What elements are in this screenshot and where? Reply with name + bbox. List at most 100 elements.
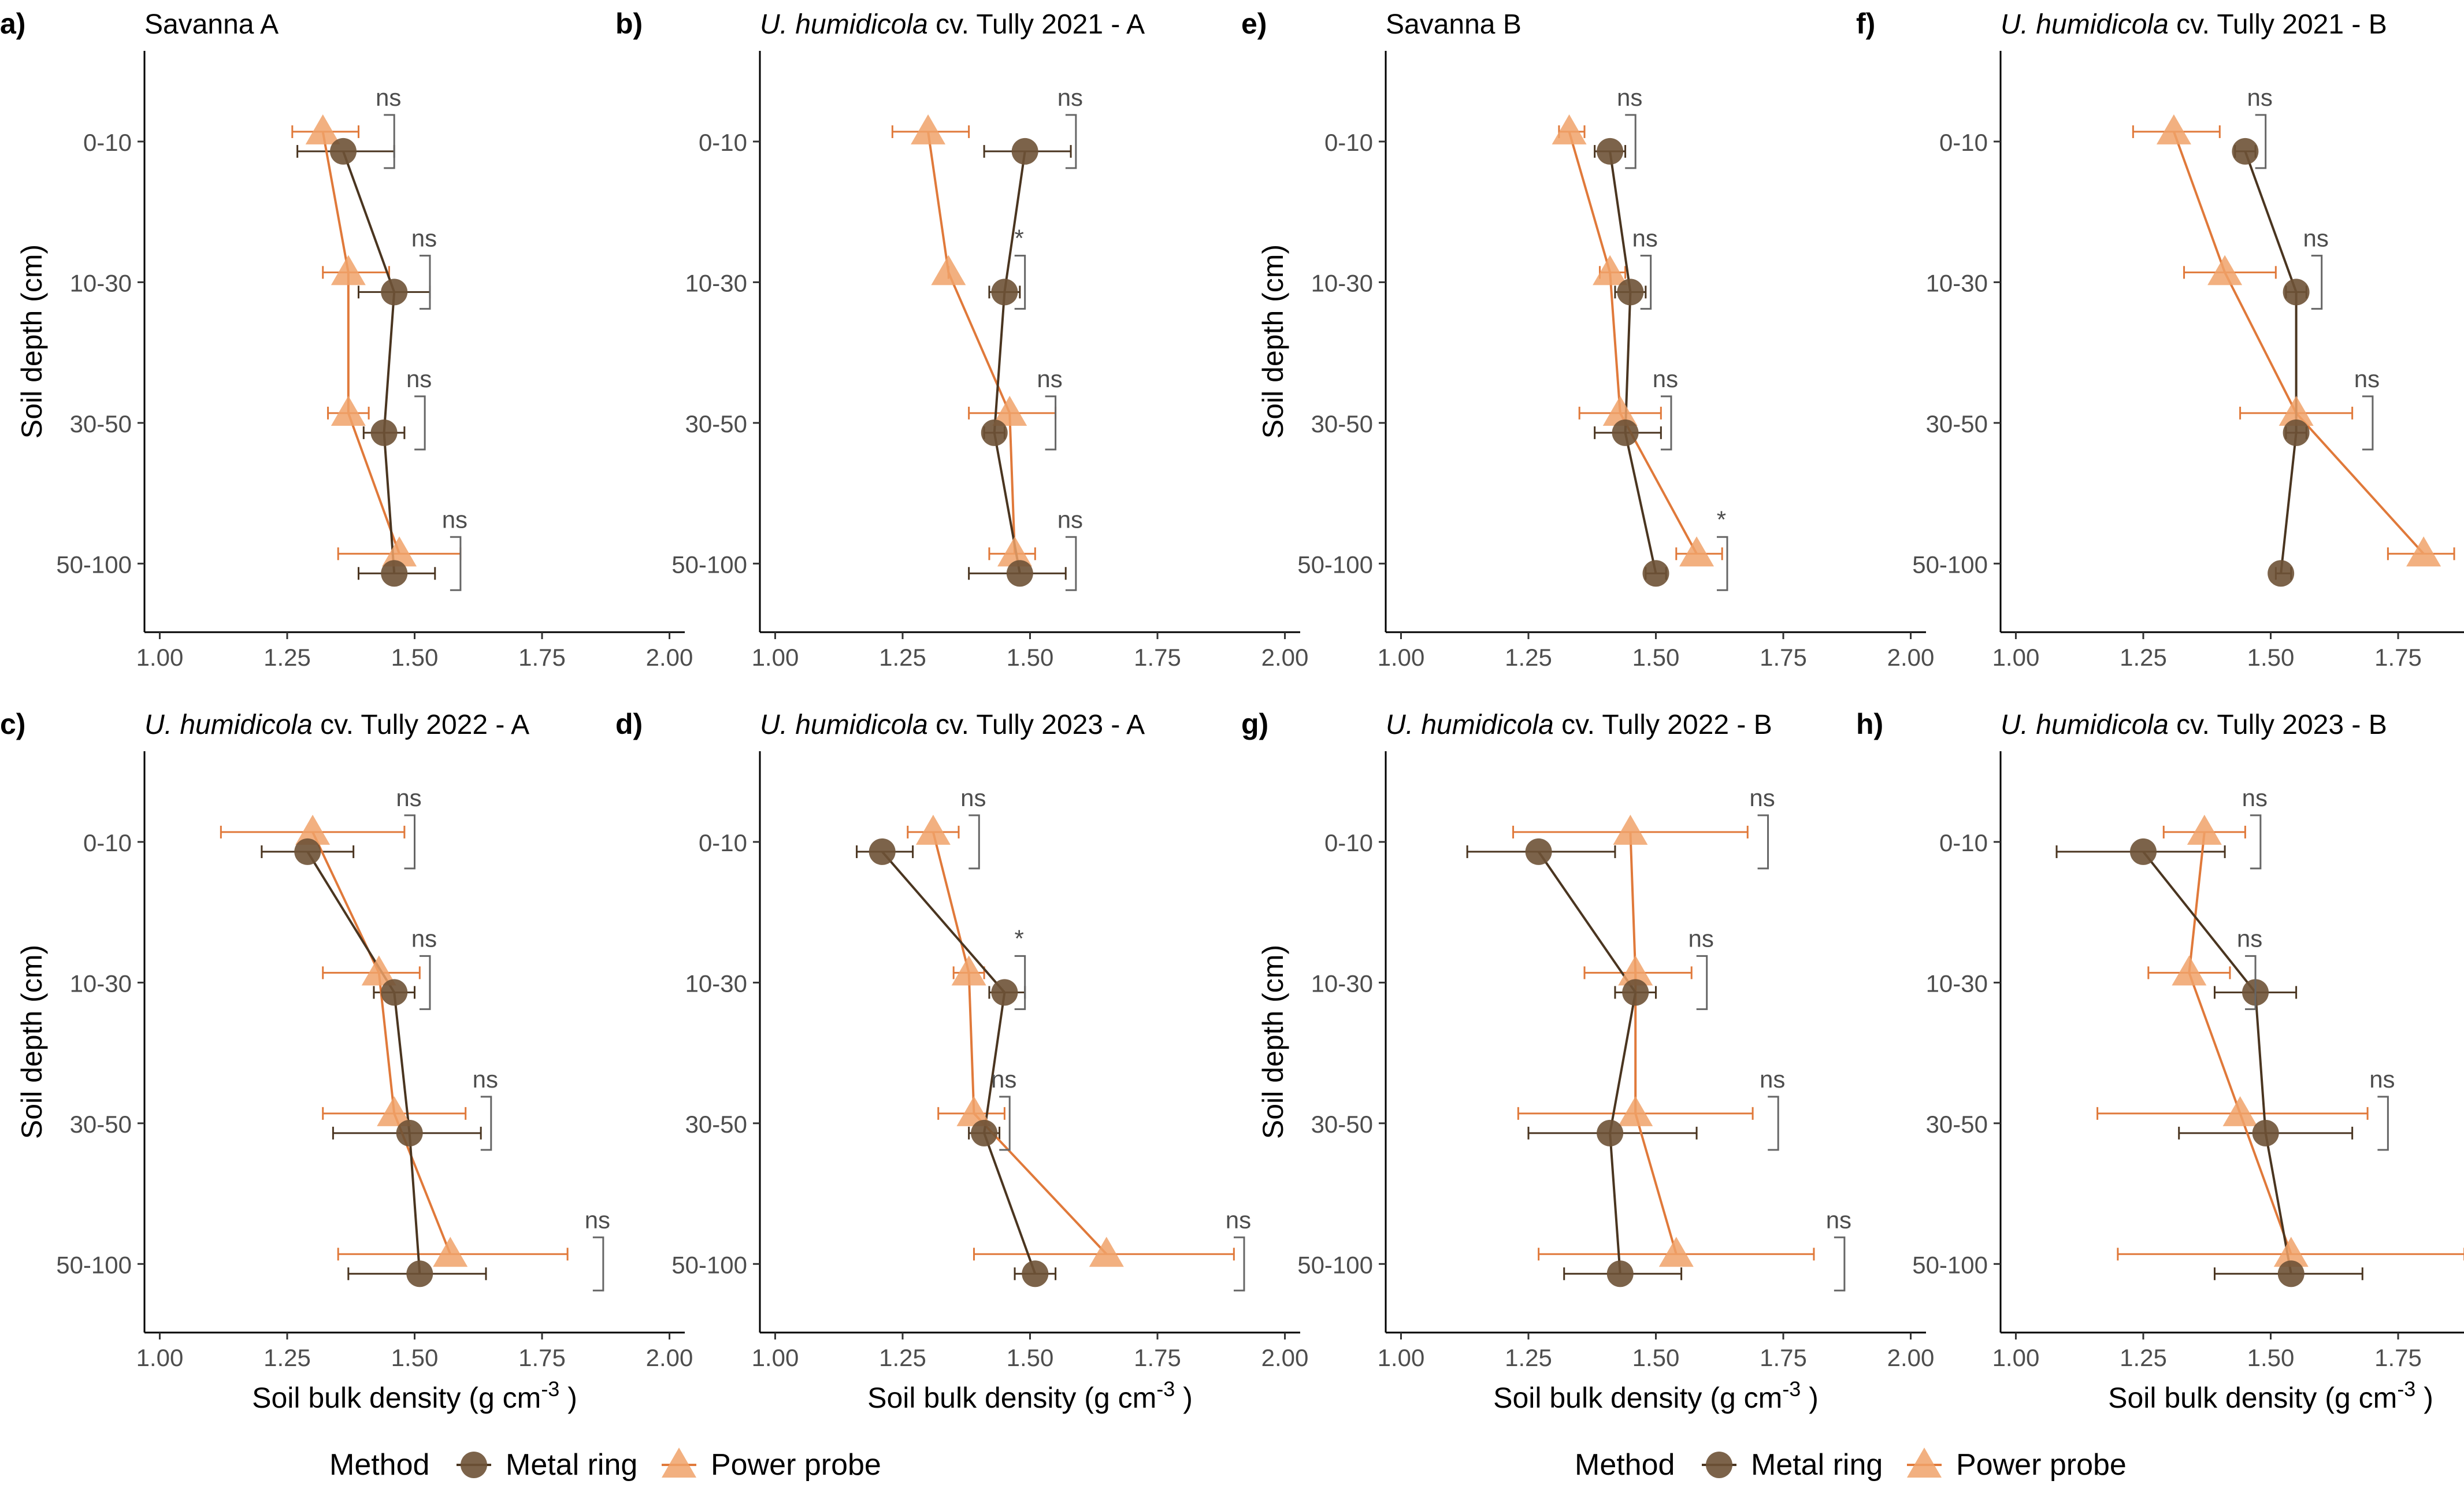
significance-label: ns — [411, 925, 437, 952]
x-tick-label: 1.75 — [518, 1344, 566, 1371]
power-probe-point — [2156, 114, 2191, 144]
power-probe-point — [331, 255, 366, 285]
significance-label: ns — [2354, 365, 2380, 392]
x-tick-label: 1.00 — [1992, 1344, 2040, 1371]
metal-ring-point — [381, 279, 408, 306]
metal-ring-line — [881, 851, 1037, 1274]
power-probe-point — [2406, 536, 2441, 567]
metal-ring-line — [2142, 851, 2292, 1274]
metal-ring-point — [1022, 1260, 1049, 1287]
panel-e: e) Savanna B 0-10 10-30 30-50 50-100 1.00 1.25 1… — [1241, 8, 1934, 671]
y-tick-label: 50-100 — [671, 551, 747, 578]
power-probe-point — [956, 1096, 992, 1126]
metal-ring-point — [1525, 838, 1552, 865]
power-probe-point — [911, 114, 946, 144]
y-tick-label: 50-100 — [1912, 551, 1988, 578]
significance-label: ns — [473, 1066, 498, 1093]
metal-ring-line — [2244, 151, 2298, 574]
significance-bracket — [2250, 814, 2262, 870]
metal-ring-point — [1642, 560, 1669, 587]
metal-ring-point — [1597, 138, 1624, 165]
panel-letter: c) — [0, 708, 25, 740]
panel-b: b) U. humidicola cv. Tully 2021 - A 0-10 10… — [615, 8, 1308, 671]
power-probe-line — [1629, 832, 1678, 1255]
significance-bracket — [1768, 1096, 1779, 1151]
x-tick-label: 1.50 — [1632, 1344, 1680, 1371]
power-probe-point — [931, 255, 966, 285]
significance-label: ns — [1760, 1066, 1785, 1093]
significance-label: ns — [2242, 784, 2268, 811]
x-tick-label: 1.25 — [1505, 1344, 1552, 1371]
significance-bracket — [414, 395, 426, 451]
x-tick-label: 1.25 — [264, 644, 311, 671]
y-axis-title: Soil depth (cm) — [1257, 945, 1289, 1139]
x-tick-label: 1.75 — [2374, 1344, 2422, 1371]
significance-bracket — [2311, 254, 2323, 310]
x-tick-label: 1.75 — [1760, 1344, 1807, 1371]
y-tick-label: 0-10 — [83, 829, 132, 856]
power-probe-line — [927, 131, 1016, 554]
significance-label: ns — [442, 506, 467, 533]
metal-ring-point — [2283, 419, 2310, 446]
x-tick-label: 1.00 — [136, 644, 184, 671]
panel-a: a) Savanna A 0-10 10-30 30-50 50-100 1.00 1.25 1… — [0, 8, 693, 671]
legend-power-probe-marker — [662, 1448, 696, 1478]
significance-bracket — [1660, 395, 1672, 451]
significance-bracket — [592, 1236, 604, 1292]
significance-bracket — [1625, 114, 1637, 169]
metal-ring-point — [1612, 419, 1639, 446]
significance-bracket — [2245, 955, 2257, 1010]
y-tick-label: 10-30 — [685, 269, 747, 296]
metal-ring-point — [1622, 979, 1649, 1006]
power-probe-point — [2187, 814, 2222, 845]
y-tick-label: 0-10 — [1324, 129, 1373, 156]
significance-bracket — [1696, 955, 1708, 1010]
significance-label: ns — [1057, 506, 1083, 533]
metal-ring-point — [2129, 838, 2157, 865]
metal-ring-point — [370, 419, 398, 446]
significance-label: ns — [991, 1066, 1016, 1093]
x-tick-label: 1.50 — [1007, 644, 1054, 671]
power-probe-point — [2222, 1096, 2258, 1126]
x-tick-label: 1.75 — [1134, 644, 1181, 671]
panel-title: U. humidicola cv. Tully 2023 - A — [760, 710, 1145, 740]
metal-ring-point — [381, 560, 408, 587]
significance-bracket — [1014, 955, 1026, 1010]
y-tick-label: 50-100 — [56, 1251, 132, 1278]
significance-bracket — [1834, 1236, 1846, 1292]
significance-label: ns — [1617, 84, 1642, 111]
y-tick-label: 0-10 — [1939, 129, 1988, 156]
legend-metal-ring-label: Metal ring — [1751, 1448, 1883, 1482]
x-tick-label: 2.00 — [1261, 1344, 1309, 1371]
legend: Method Metal ring Power probe — [1575, 1448, 2127, 1482]
significance-bracket — [999, 1096, 1011, 1151]
panel-d: d) U. humidicola cv. Tully 2023 - A 0-10 10… — [615, 708, 1308, 1414]
significance-label: * — [1717, 506, 1726, 533]
power-probe-line — [1568, 131, 1698, 555]
y-tick-label: 30-50 — [70, 410, 132, 437]
x-tick-label: 1.00 — [1378, 644, 1425, 671]
y-tick-label: 30-50 — [1926, 410, 1988, 437]
power-probe-point — [2207, 255, 2243, 285]
x-axis-title: Soil bulk density (g cm-3 ) — [867, 1377, 1193, 1414]
y-tick-label: 50-100 — [1912, 1251, 1988, 1278]
power-probe-point — [382, 536, 417, 567]
significance-label: ns — [1826, 1206, 1851, 1233]
significance-label: ns — [960, 784, 986, 811]
y-tick-label: 50-100 — [671, 1251, 747, 1278]
metal-ring-point — [1597, 1119, 1624, 1146]
significance-bracket — [1014, 254, 1026, 310]
y-axis-title: Soil depth (cm) — [1257, 244, 1289, 439]
significance-bracket — [2377, 1096, 2389, 1151]
x-tick-label: 1.25 — [2120, 644, 2167, 671]
metal-ring-point — [1617, 279, 1644, 306]
y-tick-label: 30-50 — [1926, 1111, 1988, 1138]
significance-bracket — [1757, 814, 1769, 870]
x-tick-label: 1.50 — [2247, 1344, 2295, 1371]
x-tick-label: 2.00 — [646, 644, 693, 671]
significance-label: ns — [1689, 925, 1714, 952]
significance-label: ns — [376, 84, 401, 111]
power-probe-line — [932, 832, 1108, 1255]
panel-f: f) U. humidicola cv. Tully 2021 - B 0-10 10… — [1856, 8, 2464, 671]
y-tick-label: 50-100 — [56, 551, 132, 578]
